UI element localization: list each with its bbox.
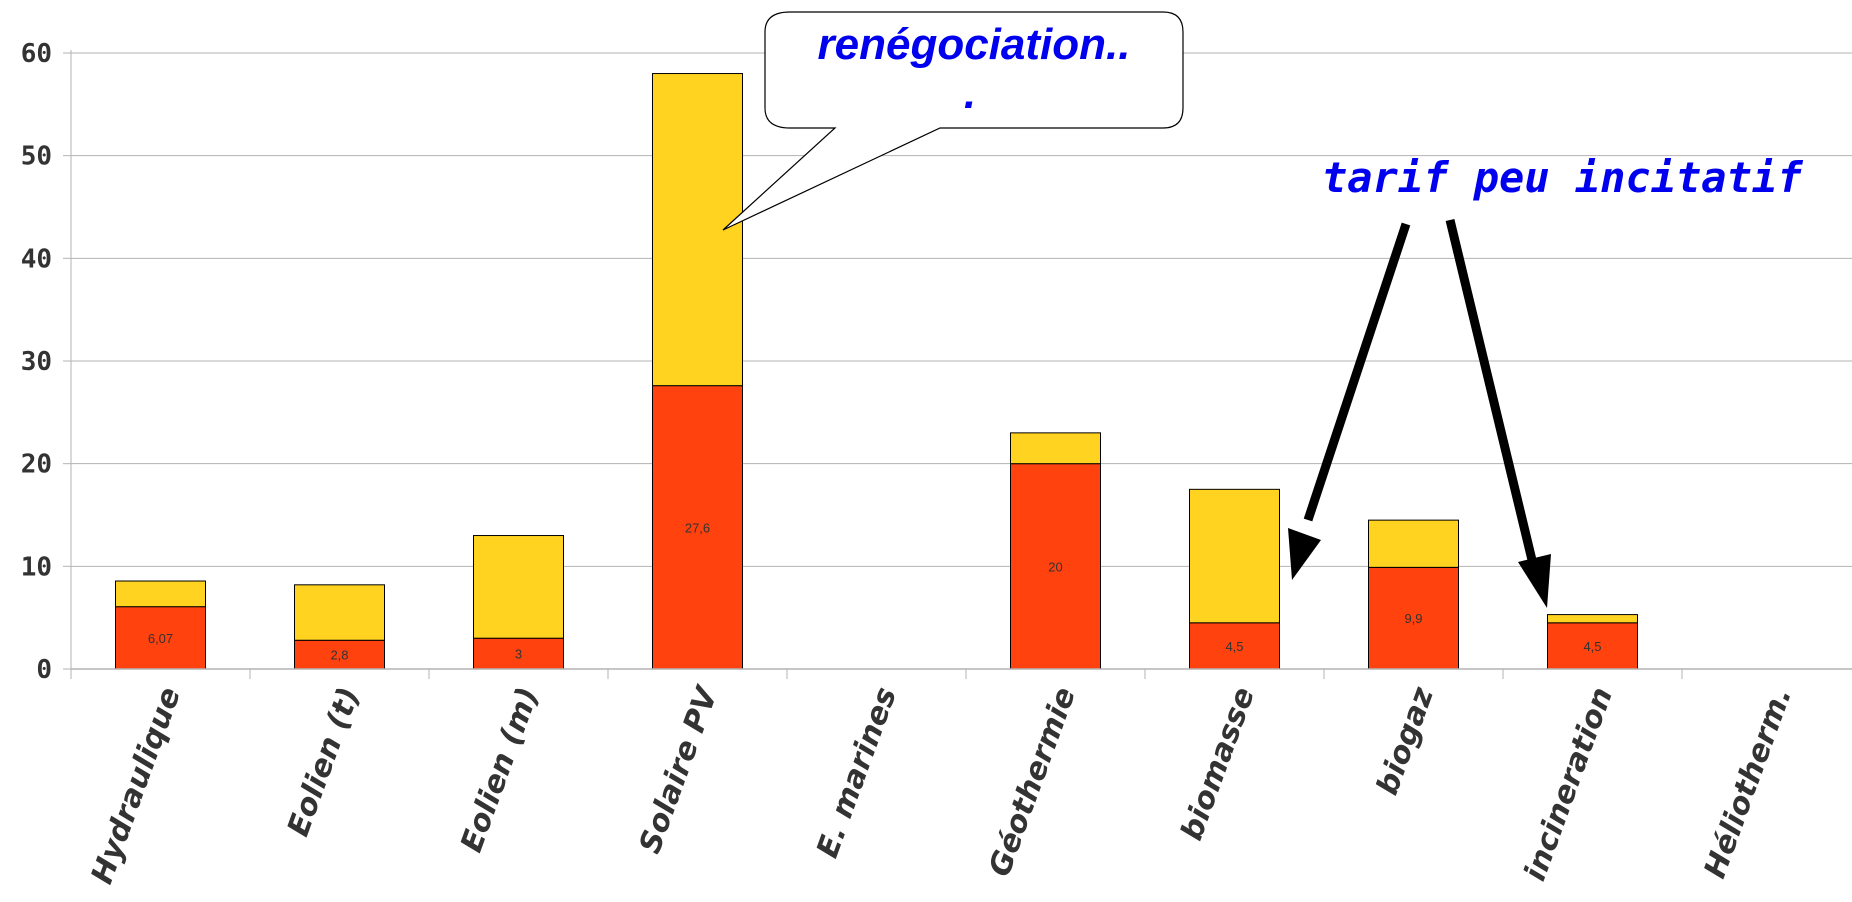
x-category-label: incineration	[1518, 683, 1620, 886]
bar-segment-2	[294, 584, 385, 641]
y-tick-label: 30	[21, 347, 52, 377]
arrow-to-incineration	[1445, 218, 1537, 562]
data-label: 9,9	[1404, 611, 1422, 626]
data-label: 3	[515, 647, 522, 662]
bar-segment-2	[1010, 432, 1101, 465]
data-label: 4,5	[1225, 639, 1243, 654]
arrow-to-biomasse	[1303, 222, 1411, 522]
data-label: 4,5	[1583, 639, 1601, 654]
x-category-label: Eolien (t)	[281, 683, 367, 841]
x-category-label: E. marines	[810, 683, 904, 863]
data-labels: 6,07 2,8 3 27,6 20 4,5 9,9 4,5	[148, 520, 1602, 662]
bar-segment-2	[473, 535, 564, 639]
callout-bubble: renégociation.. .	[722, 11, 1184, 231]
y-tick-label: 50	[21, 142, 52, 172]
bars	[115, 73, 1638, 670]
callout-bubble-shape	[722, 11, 1184, 231]
y-tick-label: 60	[21, 39, 52, 69]
arrow-annotation: tarif peu incitatif	[1288, 153, 1803, 608]
bar-segment-2	[115, 580, 206, 608]
data-label: 20	[1048, 559, 1062, 574]
bar-segment-1	[1547, 622, 1638, 670]
x-category-label: Eolien (m)	[454, 683, 546, 857]
data-label: 2,8	[330, 648, 348, 663]
y-tick-label: 40	[21, 244, 52, 274]
arrowhead-incineration	[1518, 554, 1551, 608]
x-category-label: Solaire PV	[633, 680, 726, 858]
data-label: 6,07	[148, 631, 173, 646]
bar-segment-1	[1010, 463, 1101, 670]
bar-segment-2	[1368, 519, 1459, 568]
y-axis-ticks: 0 10 20 30 40 50 60	[21, 39, 71, 685]
y-tick-label: 10	[21, 552, 52, 582]
data-label: 27,6	[685, 520, 710, 535]
bar-segment-2	[1547, 614, 1638, 624]
arrowhead-biomasse	[1288, 528, 1321, 580]
bar-segment-1	[115, 606, 206, 670]
x-category-label: biomasse	[1174, 683, 1262, 845]
bar-segment-1	[294, 639, 385, 670]
x-category-label: Héliotherm.	[1698, 683, 1799, 883]
x-category-label: Hydraulique	[85, 683, 188, 889]
bar-segment-2	[1189, 488, 1280, 624]
annotation-text: tarif peu incitatif	[1322, 153, 1803, 202]
bar-segment-1	[1368, 566, 1459, 670]
y-tick-label: 20	[21, 450, 52, 480]
x-axis-categories: Hydraulique Eolien (t) Eolien (m) Solaire P…	[85, 680, 1799, 888]
bar-segment-1	[473, 637, 564, 670]
axes	[70, 50, 1852, 679]
callout-line-2: .	[964, 69, 976, 118]
x-category-label: Géothermie	[982, 683, 1083, 881]
y-tick-label: 0	[36, 655, 52, 685]
x-category-label: biogaz	[1370, 682, 1441, 799]
bar-segment-1	[652, 385, 743, 670]
gridlines	[71, 52, 1852, 567]
callout-line-1: renégociation..	[818, 20, 1131, 69]
bar-segment-2	[652, 73, 743, 387]
